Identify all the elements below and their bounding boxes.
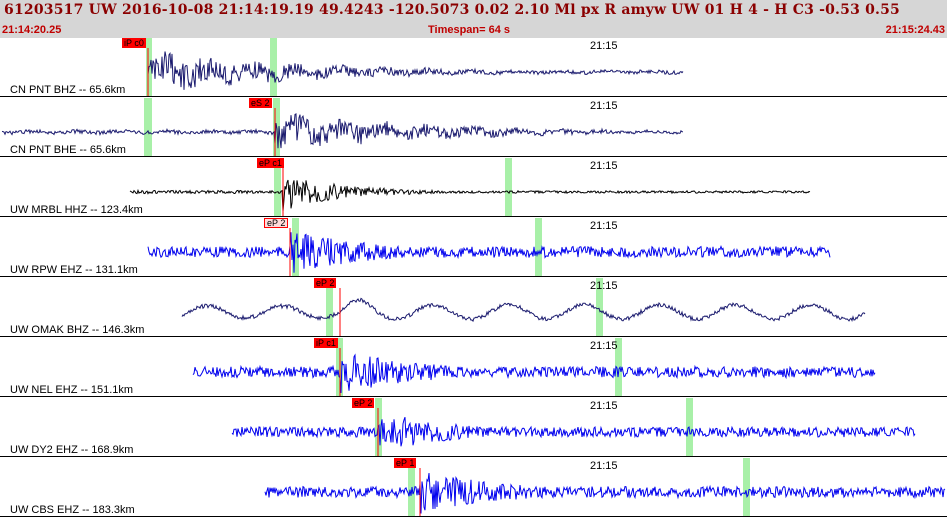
timespan: Timespan= 64 s [428, 24, 511, 36]
phase-pick-flag[interactable]: eP 1 [394, 458, 417, 468]
trace-panel[interactable]: 21:15 eP 2 UW OMAK BHZ -- 146.3km [0, 278, 947, 337]
seismogram-plot [146, 38, 684, 96]
analysis-window [743, 458, 750, 516]
minute-marker: 21:15 [590, 280, 618, 292]
phase-pick-flag[interactable]: eP 2 [352, 398, 375, 408]
analysis-window [686, 398, 693, 456]
minute-marker: 21:15 [590, 100, 618, 112]
channel-label: UW NEL EHZ -- 151.1km [10, 384, 134, 396]
analysis-window [274, 158, 281, 216]
minute-marker: 21:15 [590, 40, 618, 52]
seismogram-plot [181, 278, 866, 336]
seismogram-plot [1, 98, 683, 156]
end-time: 21:15:24.43 [885, 24, 945, 36]
start-time: 21:14:20.25 [2, 24, 62, 36]
channel-label: CN PNT BHZ -- 65.6km [10, 84, 126, 96]
trace-panel[interactable]: 21:15 eS 2 CN PNT BHE -- 65.6km [0, 98, 947, 157]
channel-label: UW MRBL HHZ -- 123.4km [10, 204, 143, 216]
minute-marker: 21:15 [590, 220, 618, 232]
waveform-trace [231, 417, 916, 447]
minute-marker: 21:15 [590, 460, 618, 472]
analysis-window [144, 98, 152, 156]
channel-label: UW CBS EHZ -- 183.3km [10, 504, 135, 516]
phase-pick-flag[interactable]: iP c1 [314, 338, 338, 348]
phase-pick-flag[interactable]: eP 2 [264, 218, 289, 228]
waveform-trace [1, 113, 683, 149]
seismogram-plot [231, 398, 916, 456]
analysis-window [326, 278, 333, 336]
minute-marker: 21:15 [590, 340, 618, 352]
waveform-trace [192, 353, 876, 394]
channel-label: UW OMAK BHZ -- 146.3km [10, 324, 145, 336]
trace-panel[interactable]: 21:15 eP 1 UW CBS EHZ -- 183.3km [0, 458, 947, 517]
waveform-trace [129, 179, 811, 212]
minute-marker: 21:15 [590, 400, 618, 412]
phase-pick-flag[interactable]: eP 2 [314, 278, 337, 288]
channel-label: CN PNT BHE -- 65.6km [10, 144, 126, 156]
waveform-trace [147, 51, 684, 90]
trace-panel[interactable]: 21:15 iP c0 CN PNT BHZ -- 65.6km [0, 38, 947, 97]
trace-panel[interactable]: 21:15 eP c1 UW MRBL HHZ -- 123.4km [0, 158, 947, 217]
event-header: 61203517 UW 2016-10-08 21:14:19.19 49.42… [0, 0, 947, 38]
channel-label: UW RPW EHZ -- 131.1km [10, 264, 138, 276]
analysis-window [596, 278, 603, 336]
analysis-window [505, 158, 512, 216]
waveform-trace [181, 297, 866, 323]
trace-panel[interactable]: 21:15 eP 2 UW RPW EHZ -- 131.1km [0, 218, 947, 277]
analysis-window [535, 218, 542, 276]
event-summary: 61203517 UW 2016-10-08 21:14:19.19 49.42… [4, 2, 900, 18]
seismogram-plot [192, 338, 876, 396]
trace-panel[interactable]: 21:15 iP c1 UW NEL EHZ -- 151.1km [0, 338, 947, 397]
seismogram-plot [129, 158, 811, 216]
trace-panel[interactable]: 21:15 eP 2 UW DY2 EHZ -- 168.9km [0, 398, 947, 457]
analysis-window [270, 38, 277, 96]
seismogram-plot [264, 458, 946, 516]
analysis-window [615, 338, 622, 396]
waveform-trace [264, 472, 946, 514]
phase-pick-flag[interactable]: iP c0 [122, 38, 146, 48]
channel-label: UW DY2 EHZ -- 168.9km [10, 444, 134, 456]
analysis-window [292, 218, 299, 276]
phase-pick-flag[interactable]: eS 2 [249, 98, 272, 108]
seismogram-plot [147, 218, 831, 276]
waveform-trace [147, 232, 831, 273]
minute-marker: 21:15 [590, 160, 618, 172]
phase-pick-flag[interactable]: eP c1 [257, 158, 284, 168]
